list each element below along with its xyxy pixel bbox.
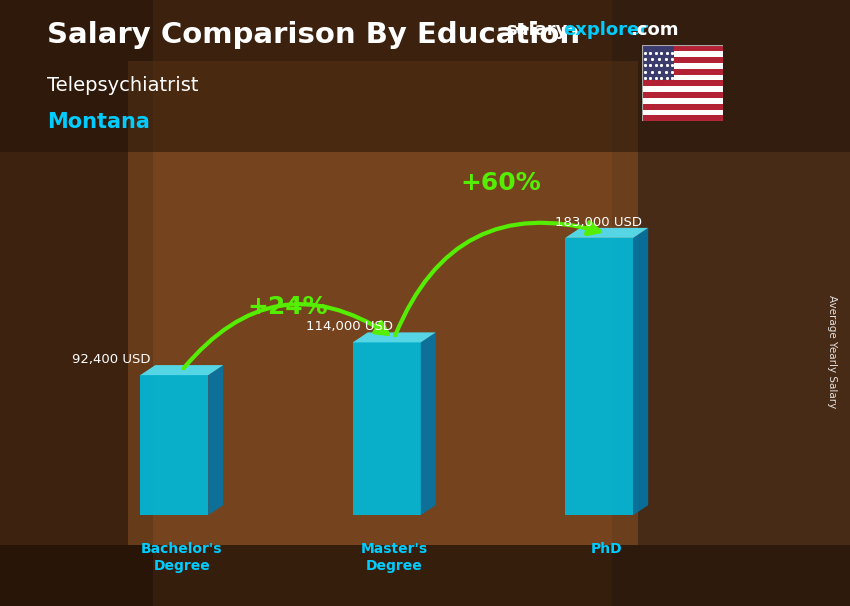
Polygon shape xyxy=(140,375,208,515)
Bar xyxy=(642,86,722,92)
Text: 92,400 USD: 92,400 USD xyxy=(72,353,150,366)
Bar xyxy=(0,0,153,606)
Text: Montana: Montana xyxy=(47,112,150,132)
Bar xyxy=(0,545,850,606)
Polygon shape xyxy=(565,238,633,515)
FancyArrowPatch shape xyxy=(395,222,599,335)
Bar xyxy=(642,63,722,68)
Text: Salary Comparison By Education: Salary Comparison By Education xyxy=(47,21,580,49)
Bar xyxy=(642,81,722,86)
Bar xyxy=(642,110,722,115)
Text: 183,000 USD: 183,000 USD xyxy=(554,216,642,228)
Bar xyxy=(642,57,722,63)
Bar xyxy=(0,0,850,152)
Text: +60%: +60% xyxy=(460,170,541,195)
Polygon shape xyxy=(208,365,224,515)
Text: +24%: +24% xyxy=(247,295,328,319)
Bar xyxy=(642,104,722,110)
Bar xyxy=(642,52,722,57)
Bar xyxy=(612,0,850,606)
FancyArrowPatch shape xyxy=(184,304,388,368)
Bar xyxy=(642,68,722,75)
Text: salary: salary xyxy=(506,21,567,39)
Text: Bachelor's
Degree: Bachelor's Degree xyxy=(141,542,223,573)
Bar xyxy=(642,98,722,104)
Bar xyxy=(642,75,722,81)
Text: PhD: PhD xyxy=(591,542,622,556)
Text: Master's
Degree: Master's Degree xyxy=(360,542,428,573)
Text: 114,000 USD: 114,000 USD xyxy=(306,321,393,333)
Polygon shape xyxy=(633,228,649,515)
Polygon shape xyxy=(353,342,421,515)
Bar xyxy=(642,45,722,52)
Bar xyxy=(128,61,638,545)
Text: .com: .com xyxy=(630,21,678,39)
Polygon shape xyxy=(421,332,436,515)
Bar xyxy=(642,92,722,98)
Polygon shape xyxy=(140,365,224,375)
Text: explorer: explorer xyxy=(564,21,649,39)
Polygon shape xyxy=(353,332,436,342)
Text: Telepsychiatrist: Telepsychiatrist xyxy=(47,76,198,95)
Text: Average Yearly Salary: Average Yearly Salary xyxy=(827,295,837,408)
Polygon shape xyxy=(565,228,649,238)
Bar xyxy=(642,115,722,121)
Bar xyxy=(642,45,674,81)
